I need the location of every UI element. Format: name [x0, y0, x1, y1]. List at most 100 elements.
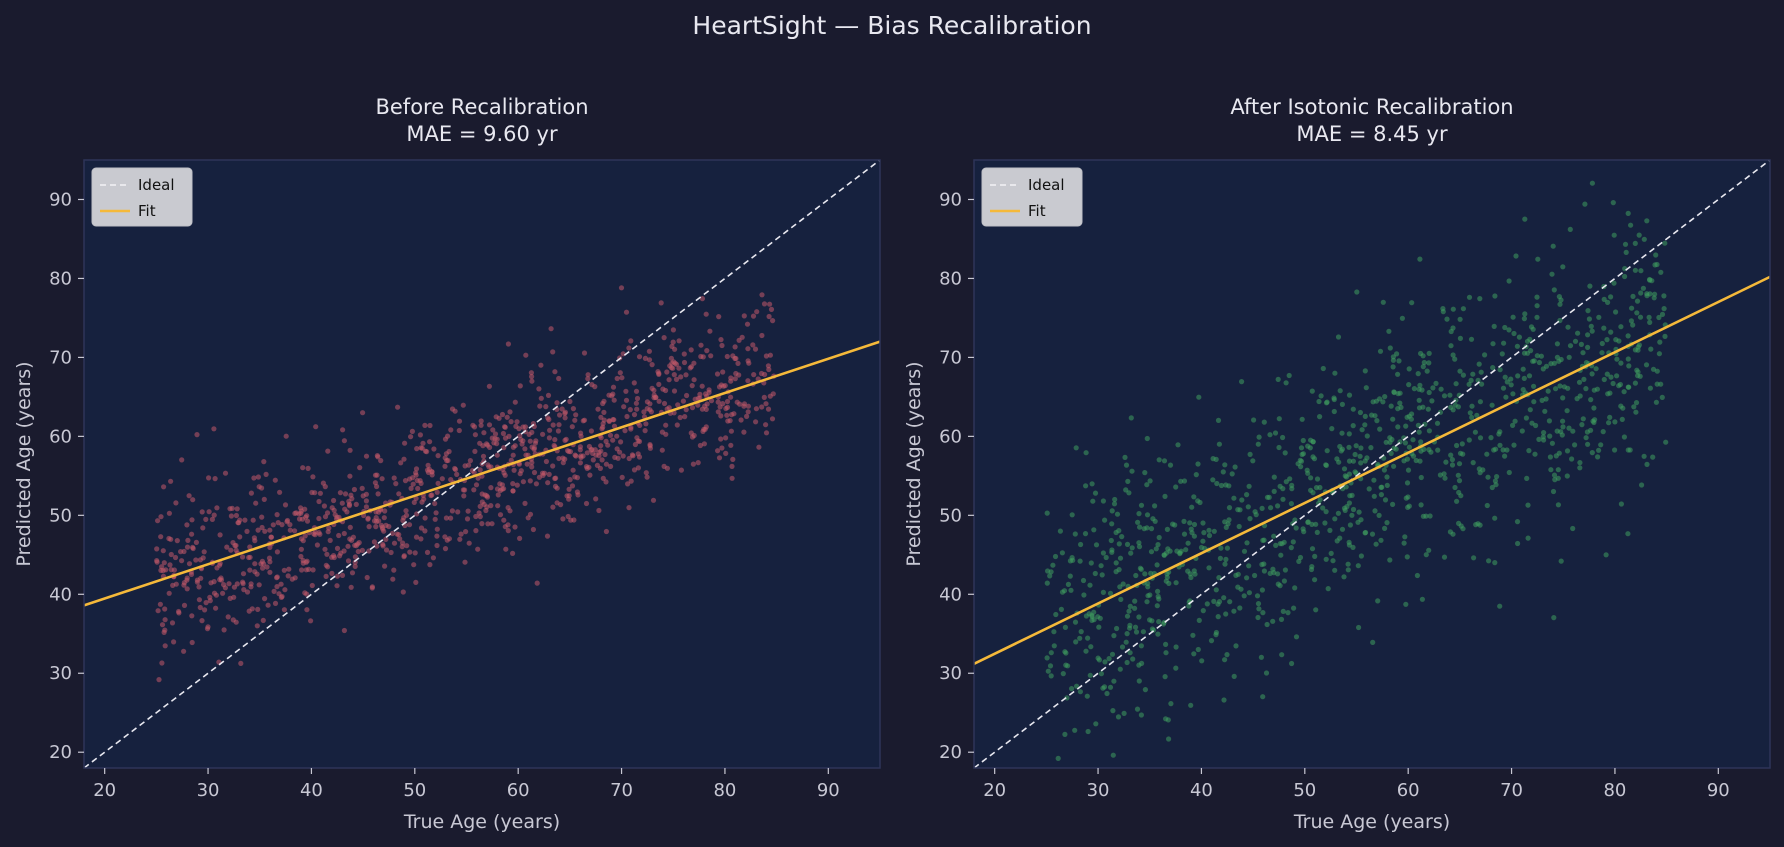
- scatter-point: [1421, 359, 1427, 366]
- scatter-point: [1320, 365, 1326, 372]
- scatter-point: [488, 485, 494, 491]
- scatter-point: [248, 584, 254, 590]
- scatter-point: [316, 498, 322, 505]
- scatter-point: [331, 507, 337, 513]
- scatter-point: [1564, 473, 1570, 479]
- scatter-point: [590, 457, 596, 463]
- scatter-point: [1470, 371, 1476, 377]
- chart-subtitle: MAE = 9.60 yr: [406, 122, 558, 146]
- scatter-point: [550, 422, 556, 428]
- scatter-point: [697, 391, 703, 397]
- scatter-point: [525, 515, 531, 521]
- scatter-point: [1379, 484, 1385, 490]
- scatter-point: [460, 402, 466, 408]
- scatter-point: [1311, 456, 1318, 462]
- scatter-point: [1273, 542, 1279, 549]
- scatter-point: [634, 395, 641, 402]
- scatter-point: [759, 332, 765, 339]
- y-tick-label: 40: [49, 584, 72, 605]
- scatter-point: [676, 365, 682, 371]
- scatter-point: [600, 421, 606, 427]
- scatter-point: [1547, 454, 1553, 460]
- scatter-point: [1404, 480, 1411, 486]
- scatter-point: [614, 433, 620, 439]
- scatter-point: [1356, 509, 1362, 515]
- scatter-point: [1370, 399, 1376, 405]
- scatter-point: [427, 562, 433, 568]
- scatter-point: [1659, 311, 1666, 317]
- scatter-point: [1181, 478, 1188, 484]
- scatter-point: [1258, 654, 1264, 660]
- scatter-point: [1456, 520, 1462, 527]
- scatter-point: [1380, 299, 1386, 305]
- scatter-point: [348, 584, 354, 590]
- scatter-point: [1492, 478, 1498, 484]
- scatter-point: [1087, 672, 1093, 678]
- scatter-point: [1600, 429, 1606, 435]
- scatter-point: [196, 584, 202, 590]
- scatter-point: [689, 383, 695, 389]
- scatter-point: [1346, 471, 1352, 477]
- scatter-point: [1526, 373, 1533, 379]
- scatter-point: [1417, 382, 1423, 388]
- scatter-point: [1106, 656, 1112, 662]
- scatter-point: [345, 543, 351, 549]
- scatter-point: [174, 538, 180, 544]
- scatter-point: [1139, 660, 1145, 667]
- scatter-point: [706, 387, 712, 393]
- scatter-point: [1610, 200, 1616, 206]
- scatter-point: [1631, 404, 1637, 410]
- scatter-point: [1605, 299, 1611, 305]
- scatter-point: [1142, 470, 1148, 476]
- scatter-point: [420, 440, 426, 446]
- scatter-point: [1263, 670, 1270, 676]
- scatter-point: [546, 435, 553, 441]
- scatter-point: [1622, 241, 1629, 247]
- scatter-point: [1641, 453, 1647, 459]
- scatter-point: [635, 465, 642, 471]
- y-tick-label: 30: [939, 663, 962, 684]
- scatter-point: [1282, 567, 1288, 573]
- scatter-point: [337, 490, 343, 496]
- scatter-point: [753, 419, 759, 425]
- scatter-point: [534, 580, 540, 586]
- scatter-point: [446, 448, 452, 455]
- scatter-point: [323, 573, 329, 580]
- scatter-point: [1237, 507, 1243, 513]
- scatter-point: [412, 550, 418, 556]
- scatter-point: [1497, 367, 1503, 373]
- scatter-point: [1530, 326, 1536, 332]
- scatter-point: [1433, 380, 1439, 386]
- scatter-point: [1521, 375, 1527, 381]
- scatter-point: [1059, 550, 1065, 556]
- scatter-point: [565, 513, 571, 520]
- scatter-point: [1534, 353, 1540, 359]
- scatter-point: [205, 624, 211, 630]
- scatter-point: [1226, 517, 1232, 523]
- scatter-point: [1226, 505, 1233, 511]
- scatter-point: [234, 581, 240, 587]
- scatter-point: [486, 422, 493, 428]
- scatter-point: [614, 446, 620, 452]
- scatter-point: [1156, 457, 1162, 463]
- scatter-point: [240, 579, 246, 585]
- scatter-point: [1345, 567, 1351, 573]
- scatter-point: [305, 465, 311, 471]
- scatter-point: [1405, 504, 1411, 510]
- scatter-point: [603, 479, 609, 485]
- scatter-point: [278, 581, 284, 587]
- scatter-point: [554, 500, 560, 506]
- scatter-point: [511, 467, 517, 473]
- scatter-point: [434, 542, 440, 549]
- scatter-point: [545, 480, 551, 486]
- scatter-point: [631, 412, 638, 418]
- scatter-point: [259, 524, 265, 531]
- scatter-point: [1246, 563, 1252, 569]
- scatter-point: [1391, 463, 1397, 469]
- scatter-point: [1585, 441, 1591, 447]
- scatter-point: [1109, 508, 1115, 514]
- scatter-point: [716, 455, 723, 461]
- scatter-point: [1280, 496, 1286, 502]
- scatter-point: [1369, 531, 1376, 537]
- scatter-point: [1363, 385, 1369, 391]
